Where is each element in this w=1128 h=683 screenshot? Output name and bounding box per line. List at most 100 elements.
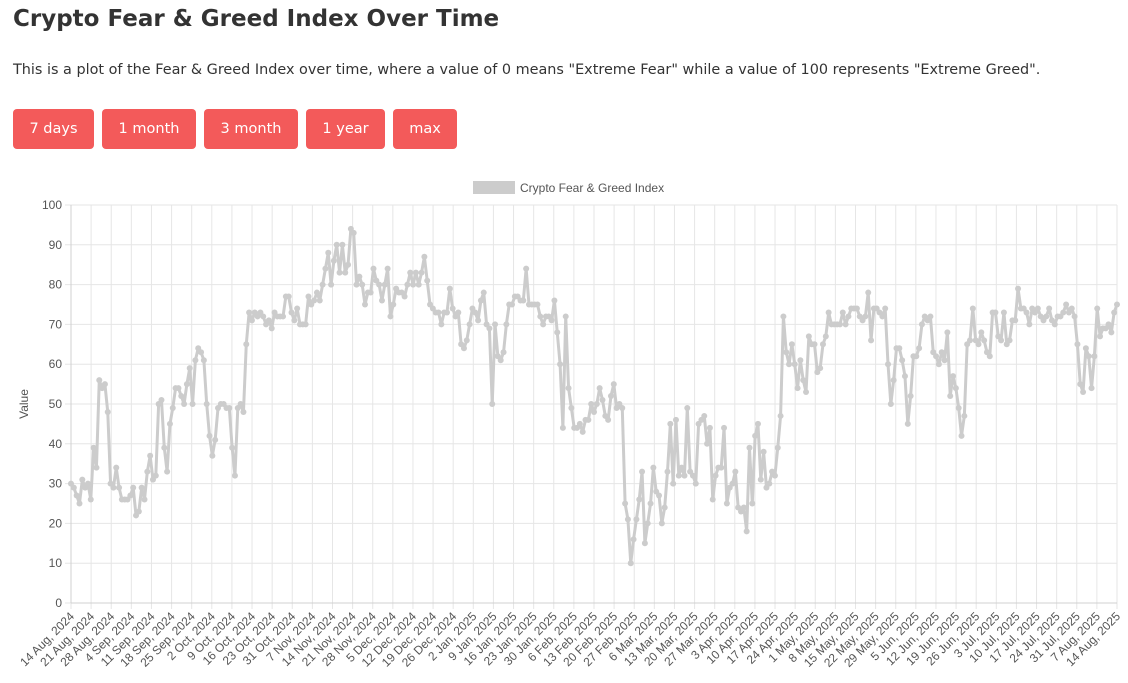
data-point[interactable] [644,520,651,527]
data-point[interactable] [147,452,154,459]
data-point[interactable] [110,484,117,491]
data-point[interactable] [605,416,612,423]
data-point[interactable] [175,385,182,392]
data-point[interactable] [1114,301,1120,308]
data-point[interactable] [540,321,547,328]
data-point[interactable] [359,281,366,288]
data-point[interactable] [1074,341,1081,348]
data-point[interactable] [350,229,357,236]
data-point[interactable] [579,428,586,435]
data-point[interactable] [661,504,668,511]
data-point[interactable] [1108,329,1115,336]
data-point[interactable] [1043,313,1050,320]
data-point[interactable] [189,401,196,407]
data-point[interactable] [229,444,236,451]
data-point[interactable] [896,345,903,352]
data-point[interactable] [822,333,829,340]
data-point[interactable] [240,408,247,415]
data-point[interactable] [887,401,894,407]
data-point[interactable] [313,289,320,296]
data-point[interactable] [200,357,207,364]
data-point[interactable] [551,297,558,304]
data-point[interactable] [268,325,275,332]
data-point[interactable] [885,361,892,368]
data-point[interactable] [1023,309,1030,316]
data-point[interactable] [907,393,914,400]
data-point[interactable] [73,492,80,499]
range-1-year-button[interactable]: 1 year [306,109,385,149]
data-point[interactable] [183,381,190,388]
data-point[interactable] [79,476,86,483]
data-point[interactable] [712,472,719,479]
data-point[interactable] [743,528,750,535]
data-point[interactable] [328,281,335,288]
data-point[interactable] [607,393,614,400]
data-point[interactable] [1026,321,1033,328]
data-point[interactable] [509,301,516,308]
data-point[interactable] [794,385,801,392]
data-point[interactable] [1082,345,1089,352]
data-point[interactable] [684,404,691,411]
data-point[interactable] [404,281,411,288]
data-point[interactable] [1088,385,1095,392]
data-point[interactable] [842,321,849,328]
data-point[interactable] [435,309,442,316]
data-point[interactable] [412,269,419,276]
range-3-month-button[interactable]: 3 month [204,109,298,149]
data-point[interactable] [596,385,603,392]
data-point[interactable] [723,500,730,507]
data-point[interactable] [805,333,812,340]
data-point[interactable] [935,361,942,368]
data-point[interactable] [1051,321,1058,328]
data-point[interactable] [704,440,711,447]
data-point[interactable] [1071,313,1078,320]
data-point[interactable] [562,313,569,320]
data-point[interactable] [672,416,679,423]
data-point[interactable] [285,293,292,300]
data-point[interactable] [169,404,176,411]
data-point[interactable] [868,337,875,344]
data-point[interactable] [788,341,795,348]
data-point[interactable] [206,432,213,439]
data-point[interactable] [557,361,564,368]
data-point[interactable] [947,393,954,400]
data-point[interactable] [243,341,250,348]
data-point[interactable] [879,313,886,320]
data-point[interactable] [288,309,295,316]
data-point[interactable] [817,365,824,372]
data-point[interactable] [619,404,626,411]
data-point[interactable] [800,377,807,384]
data-point[interactable] [1015,285,1022,292]
range-max-button[interactable]: max [393,109,457,149]
data-point[interactable] [367,289,374,296]
data-point[interactable] [104,408,111,415]
data-point[interactable] [1077,381,1084,388]
data-point[interactable] [489,401,496,407]
data-point[interactable] [1063,301,1070,308]
data-point[interactable] [362,301,369,308]
data-point[interactable] [138,484,145,491]
data-point[interactable] [449,305,456,312]
data-point[interactable] [291,317,298,324]
data-point[interactable] [760,448,767,455]
data-point[interactable] [438,321,445,328]
data-point[interactable] [410,281,417,288]
data-point[interactable] [376,281,383,288]
data-point[interactable] [958,432,965,439]
data-point[interactable] [901,373,908,380]
data-point[interactable] [913,353,920,360]
data-point[interactable] [969,305,976,312]
data-point[interactable] [1105,321,1112,328]
data-point[interactable] [280,313,287,320]
data-point[interactable] [689,472,696,479]
data-point[interactable] [624,516,631,523]
data-point[interactable] [766,480,773,487]
data-point[interactable] [370,265,377,272]
data-point[interactable] [415,281,422,288]
data-point[interactable] [658,520,665,527]
data-point[interactable] [670,480,677,487]
data-point[interactable] [246,309,253,316]
data-point[interactable] [336,269,343,276]
range-1-month-button[interactable]: 1 month [102,109,196,149]
data-point[interactable] [237,401,244,407]
